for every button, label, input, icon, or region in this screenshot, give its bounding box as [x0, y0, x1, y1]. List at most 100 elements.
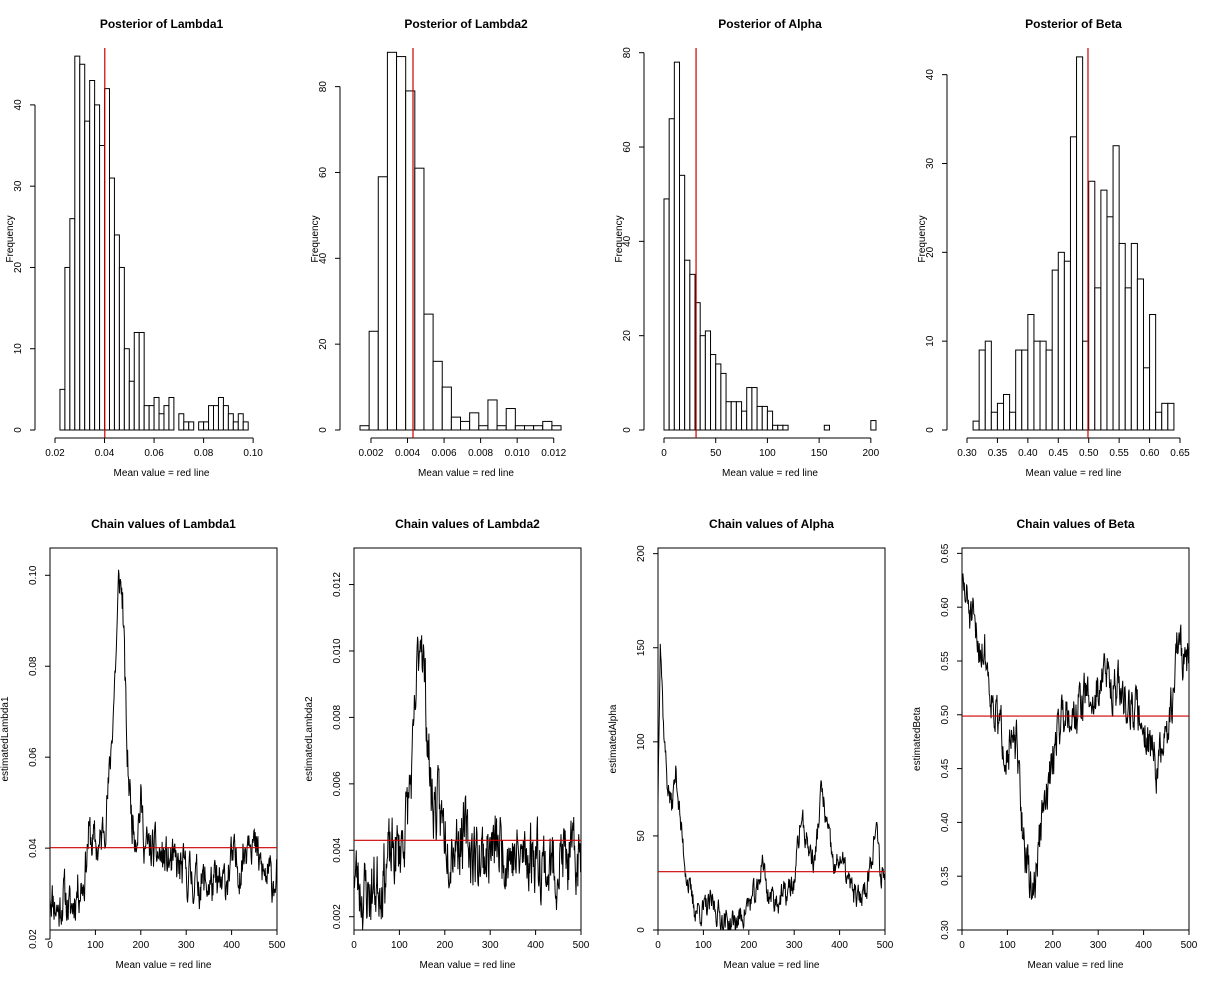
histogram-bar	[735, 401, 743, 431]
panels: Posterior of Lambda1 Mean value = red lin…	[0, 17, 1198, 971]
y-axis-label: estimatedBeta	[912, 707, 923, 771]
x-tick-label: 400	[527, 940, 544, 951]
histogram-bar	[213, 405, 219, 431]
histogram-bar	[761, 405, 768, 431]
y-tick-label: 0.45	[940, 758, 951, 778]
histogram-bar	[168, 396, 175, 431]
x-tick-label: 150	[811, 448, 828, 459]
x-tick-label: 500	[573, 940, 590, 951]
y-tick-label: 150	[636, 639, 647, 656]
histogram-bar	[1009, 411, 1017, 431]
chart-title: Chain values of Beta	[1016, 517, 1134, 531]
chart-panel-3: Posterior of Alpha Mean value = red line F…	[614, 17, 880, 479]
y-tick-label: 100	[636, 733, 647, 750]
y-tick-label: 20	[925, 246, 936, 258]
y-tick-label: 30	[925, 157, 936, 169]
x-tick-label: 200	[862, 448, 879, 459]
histogram-bar	[542, 420, 553, 431]
x-tick-label: 300	[482, 940, 499, 951]
x-tick-label: 100	[87, 940, 104, 951]
x-axis-label: Mean value = red line	[1028, 960, 1124, 971]
histogram-bar	[751, 387, 758, 431]
histogram-bar	[123, 348, 130, 431]
y-tick-label: 0.50	[940, 705, 951, 725]
y-tick-label: 0.10	[28, 565, 39, 585]
histogram-bar	[978, 349, 986, 431]
chart-title: Chain values of Lambda1	[91, 517, 236, 531]
y-tick-label: 20	[13, 261, 24, 273]
histogram-bar	[1045, 349, 1053, 431]
x-tick-label: 500	[269, 940, 286, 951]
histogram-bar	[505, 408, 516, 431]
histogram-bar	[533, 425, 544, 431]
y-tick-label: 40	[13, 99, 24, 111]
y-tick-label: 0.40	[940, 812, 951, 832]
y-axis-label: Frequency	[310, 215, 321, 262]
histogram-bar	[188, 421, 195, 431]
chart-panel-1: Posterior of Lambda1 Mean value = red lin…	[5, 17, 263, 479]
histogram-bar	[198, 421, 205, 431]
x-tick-label: 0.10	[243, 448, 263, 459]
x-tick-label: 0.50	[1079, 448, 1099, 459]
histogram-bar	[232, 421, 239, 431]
x-tick-label: 0.002	[358, 448, 383, 459]
histogram-bar	[432, 360, 443, 431]
histogram-bar	[1088, 180, 1096, 431]
histogram-bar	[138, 331, 145, 431]
x-tick-label: 400	[223, 940, 240, 951]
x-tick-label: 200	[740, 940, 757, 951]
histogram-bar	[746, 387, 753, 431]
histogram-bar	[99, 145, 106, 431]
x-axis-label: Mean value = red line	[114, 468, 210, 479]
histogram-bar	[208, 405, 215, 431]
y-axis-label: Frequency	[614, 215, 625, 262]
histogram-bar	[113, 234, 120, 431]
histogram-bar	[996, 402, 1005, 431]
histogram-bar	[1142, 367, 1151, 431]
y-tick-label: 0.012	[332, 572, 343, 597]
histogram-bar	[183, 421, 190, 431]
x-tick-label: 0.008	[468, 448, 493, 459]
histogram-bar	[1094, 287, 1102, 431]
x-tick-label: 200	[436, 940, 453, 951]
histogram-bar	[84, 120, 91, 431]
histogram-bar	[1149, 314, 1157, 431]
histogram-bar	[222, 405, 229, 431]
y-tick-label: 0.004	[332, 837, 343, 862]
histogram-bar	[178, 413, 185, 431]
y-tick-label: 80	[622, 47, 633, 59]
y-tick-label: 0	[13, 427, 24, 433]
x-tick-label: 200	[132, 940, 149, 951]
x-tick-label: 0.012	[541, 448, 566, 459]
histogram-bar	[725, 401, 732, 431]
y-tick-label: 0	[636, 927, 647, 933]
histogram-bar	[990, 411, 998, 431]
histogram-bar	[710, 354, 717, 431]
chain-trace-line	[49, 569, 278, 927]
histogram-bar	[514, 425, 525, 431]
plot-frame	[657, 547, 886, 931]
histogram-bar	[1100, 189, 1108, 431]
chart-panel-6: Chain values of Lambda2 Mean value = red …	[304, 517, 590, 971]
histogram-bar	[64, 266, 71, 431]
histogram-bar	[699, 335, 706, 431]
y-tick-label: 10	[925, 335, 936, 347]
histogram-bar	[730, 401, 737, 431]
y-tick-label: 0.55	[940, 651, 951, 671]
y-tick-label: 0.30	[940, 920, 951, 940]
histogram-bar	[450, 416, 462, 431]
x-tick-label: 0	[655, 940, 661, 951]
histogram-bar	[1033, 340, 1041, 431]
y-tick-label: 0.04	[28, 838, 39, 858]
histogram-bar	[217, 396, 224, 431]
histogram-bar	[1051, 269, 1059, 431]
y-tick-label: 0.60	[940, 597, 951, 617]
y-tick-label: 30	[13, 180, 24, 192]
histogram-bar	[496, 425, 507, 431]
x-tick-label: 0.55	[1109, 448, 1129, 459]
histogram-bar	[704, 330, 712, 431]
x-tick-label: 300	[786, 940, 803, 951]
x-axis-label: Mean value = red line	[420, 960, 516, 971]
histogram-bar	[777, 424, 784, 431]
chart-panel-7: Chain values of Alpha Mean value = red li…	[608, 517, 894, 971]
